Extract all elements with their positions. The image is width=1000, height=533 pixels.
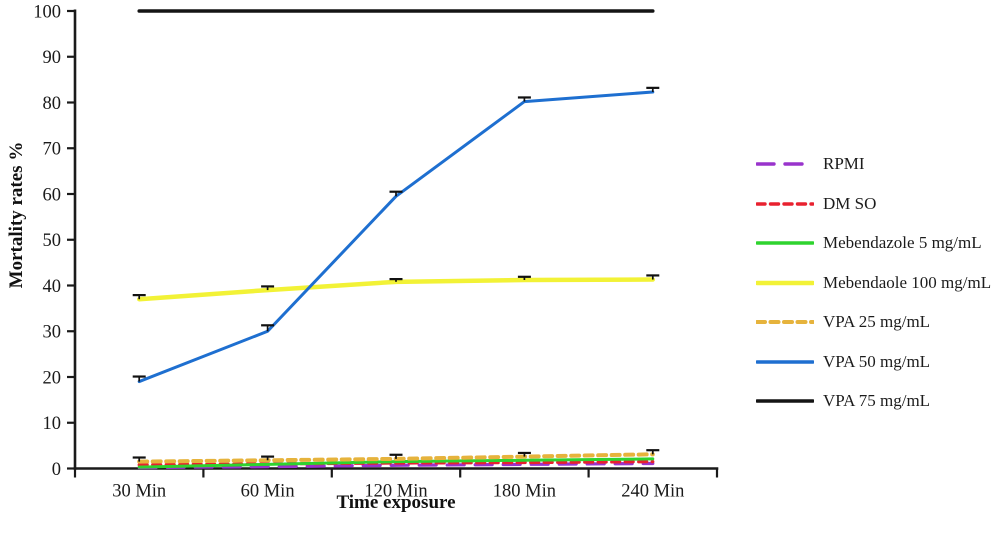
y-tick-label: 90 xyxy=(43,48,62,68)
y-axis-title: Mortality rates % xyxy=(6,141,27,289)
legend-item-mebendaole-100: Mebendaole 100 mg/mL xyxy=(756,270,991,296)
y-tick-label: 100 xyxy=(33,2,61,22)
x-tick-label: 120 Min xyxy=(364,482,427,502)
legend-swatch-line-icon xyxy=(756,201,814,206)
y-tick-label: 50 xyxy=(43,231,62,251)
y-tick-label: 0 xyxy=(52,460,61,480)
x-tick-label: 60 Min xyxy=(241,482,295,502)
legend-swatch-line-icon xyxy=(756,399,814,403)
y-tick-label: 20 xyxy=(43,368,62,388)
y-tick-label: 10 xyxy=(43,414,62,434)
legend-label: DM SO xyxy=(823,193,877,213)
y-tick-label: 60 xyxy=(43,185,62,205)
legend-item-vpa-75: VPA 75 mg/mL xyxy=(756,388,991,414)
legend-swatch-line-icon xyxy=(756,320,814,324)
legend-item-dmso: DM SO xyxy=(756,191,991,217)
x-tick-label: 30 Min xyxy=(112,482,166,502)
legend-item-vpa-25: VPA 25 mg/mL xyxy=(756,309,991,335)
x-tick-label: 240 Min xyxy=(621,482,684,502)
series-line-vpa-50-mg-ml xyxy=(137,90,655,384)
legend-label: Mebendaole 100 mg/mL xyxy=(823,272,992,292)
y-tick-label: 40 xyxy=(43,277,62,297)
legend-swatch-line-icon xyxy=(756,241,814,245)
y-tick-label: 30 xyxy=(43,323,62,343)
x-tick-label: 180 Min xyxy=(493,482,556,502)
legend-swatch-line-icon xyxy=(756,280,814,285)
legend-label: RPMI xyxy=(823,154,865,173)
legend-swatch-line-icon xyxy=(756,359,814,364)
x-axis-title: Time exposure xyxy=(336,492,456,513)
legend-label: VPA 25 mg/mL xyxy=(823,312,931,331)
legend-item-mebendazole-5: Mebendazole 5 mg/mL xyxy=(756,230,991,256)
legend: RPMI DM SO Mebendazole 5 mg/mL Mebendaol… xyxy=(756,151,991,428)
y-tick-label: 80 xyxy=(43,94,62,114)
legend-label: Mebendazole 5 mg/mL xyxy=(823,233,982,252)
legend-label: VPA 50 mg/mL xyxy=(823,351,931,371)
legend-item-rpmi: RPMI xyxy=(756,151,991,177)
legend-label: VPA 75 mg/mL xyxy=(823,391,931,410)
legend-swatch-line-icon xyxy=(756,162,814,166)
legend-item-vpa-50: VPA 50 mg/mL xyxy=(756,349,991,375)
series-line-mebendazole-5-mg-ml xyxy=(137,457,655,469)
series-line-mebendaole-100-mg-ml xyxy=(136,277,656,302)
series-line-rpmi xyxy=(137,461,655,470)
y-tick-label: 70 xyxy=(43,140,62,160)
